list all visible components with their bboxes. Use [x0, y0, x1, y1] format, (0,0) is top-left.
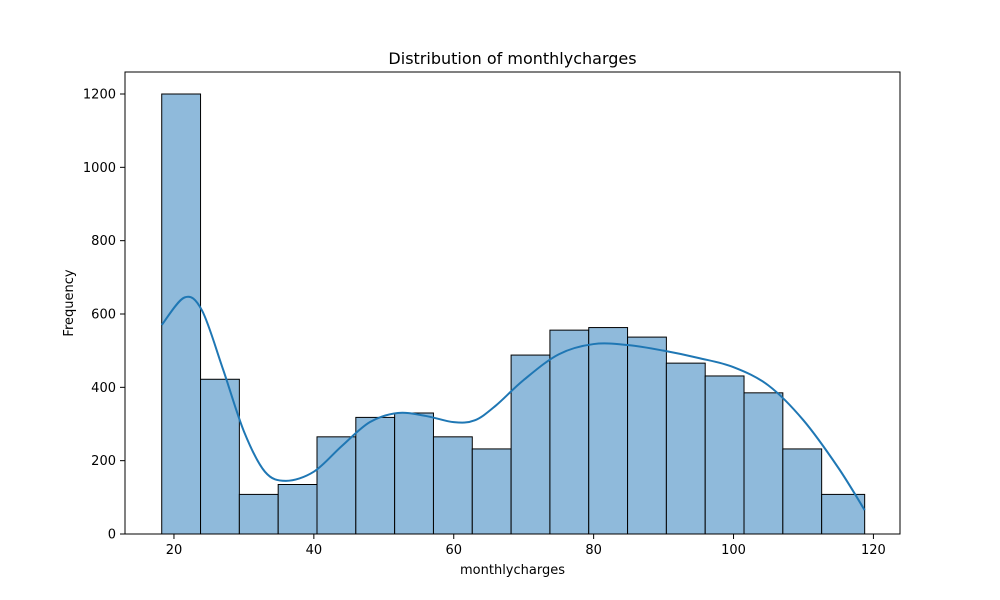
histogram-bar	[510, 354, 551, 535]
plot-frame	[124, 71, 901, 535]
histogram-bar	[161, 93, 202, 535]
histogram-bar	[394, 412, 434, 535]
histogram-bars	[161, 93, 866, 535]
histogram-bar	[627, 336, 667, 535]
histogram-bar	[588, 327, 629, 535]
histogram-bar	[238, 493, 279, 535]
y-tick-label: 400	[91, 381, 116, 396]
histogram-bar	[355, 416, 396, 535]
histogram-bar	[743, 392, 784, 535]
x-tick-label: 100	[721, 543, 746, 558]
x-tick-label: 40	[306, 543, 323, 558]
histogram-bar	[432, 436, 473, 535]
y-tick-label: 600	[91, 308, 116, 323]
y-axis-ticks: 0 200 400 600 800 1000 1200	[83, 88, 125, 543]
histogram-bar	[782, 448, 823, 535]
y-tick-label: 0	[108, 528, 116, 543]
x-axis-ticks: 20 40 60 80 100 120	[166, 534, 886, 558]
y-tick-label: 1000	[83, 161, 116, 176]
kde-curve	[160, 295, 866, 511]
histogram-bar	[316, 436, 357, 535]
x-tick-label: 120	[861, 543, 886, 558]
histogram-bar	[200, 378, 240, 535]
histogram-bar	[665, 362, 706, 535]
y-tick-label: 1200	[83, 88, 116, 103]
histogram-bar	[471, 448, 512, 535]
histogram-bar	[277, 484, 318, 535]
histogram-bar	[549, 329, 590, 535]
histogram-bar	[704, 375, 745, 535]
x-tick-label: 60	[445, 543, 462, 558]
chart-title: Distribution of monthlycharges	[388, 49, 636, 68]
y-tick-label: 800	[91, 234, 116, 249]
x-axis-label: monthlycharges	[460, 563, 565, 578]
y-axis-label: Frequency	[62, 269, 77, 336]
y-tick-label: 200	[91, 454, 116, 469]
x-tick-label: 80	[585, 543, 602, 558]
x-tick-label: 20	[166, 543, 183, 558]
